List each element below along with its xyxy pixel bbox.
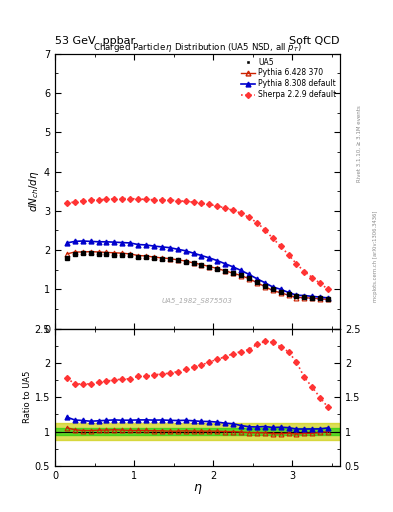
Text: mcplots.cern.ch [arXiv:1306.3436]: mcplots.cern.ch [arXiv:1306.3436]: [373, 210, 378, 302]
Text: Soft QCD: Soft QCD: [290, 36, 340, 46]
Y-axis label: Ratio to UA5: Ratio to UA5: [23, 371, 32, 423]
X-axis label: $\eta$: $\eta$: [193, 482, 202, 496]
Text: 53 GeV  ppbar: 53 GeV ppbar: [55, 36, 135, 46]
Text: Rivet 3.1.10, ≥ 3.1M events: Rivet 3.1.10, ≥ 3.1M events: [357, 105, 362, 182]
Bar: [55, 423, 340, 440]
Text: UA5_1982_S875503: UA5_1982_S875503: [162, 297, 233, 305]
Y-axis label: $dN_{ch}/d\eta$: $dN_{ch}/d\eta$: [27, 170, 41, 212]
Legend: UA5, Pythia 6.428 370, Pythia 8.308 default, Sherpa 2.2.9 default: UA5, Pythia 6.428 370, Pythia 8.308 defa…: [240, 56, 338, 101]
Bar: [55, 428, 340, 435]
Title: Charged Particle$\,\eta$ Distribution (UA5 NSD, all $p_T$): Charged Particle$\,\eta$ Distribution (U…: [93, 40, 302, 54]
